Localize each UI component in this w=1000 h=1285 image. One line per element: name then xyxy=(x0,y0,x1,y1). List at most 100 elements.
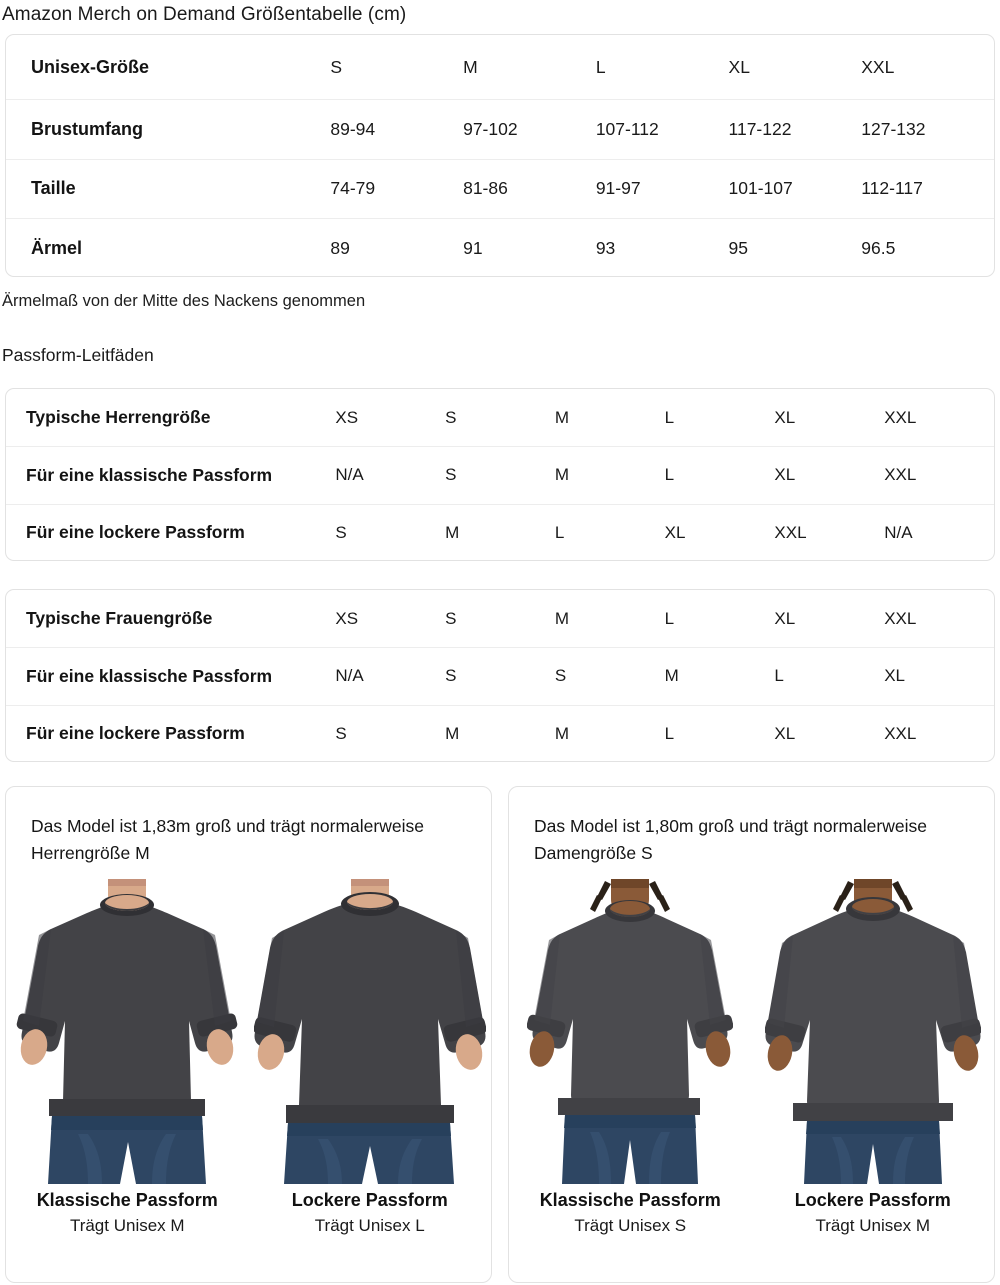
womens-fit-guide-table: Typische Frauengröße XS S M L XL XXL Für… xyxy=(5,589,995,762)
cell-womens-typical-2: S xyxy=(445,608,457,628)
cell-mens-typical-2: S xyxy=(445,407,457,427)
cell-womens-typical-6: XXL xyxy=(884,608,917,628)
mens-model-caption: Das Model ist 1,83m groß und trägt norma… xyxy=(31,816,424,863)
cell-unisex-size-xl: XL xyxy=(728,56,750,77)
cell-unisex-size-l: L xyxy=(595,56,606,77)
cell-womens-classic-5: L xyxy=(774,666,784,686)
cell-womens-classic-2: S xyxy=(445,666,457,686)
figure-slot-relaxed xyxy=(752,879,995,1184)
cell-mens-relaxed-4: XL xyxy=(664,522,686,542)
cell-womens-classic-6: XL xyxy=(884,666,905,686)
table-row: Für eine lockere Passform S M M L XL XXL xyxy=(6,704,994,761)
female-model-classic-fit-icon xyxy=(527,879,734,1184)
fit-label-relaxed-title: Lockere Passform xyxy=(291,1190,448,1210)
table-row: Unisex-Größe S M L XL XXL xyxy=(6,35,994,99)
cell-waist-xl: 101-107 xyxy=(728,178,793,199)
cell-waist-m: 81-86 xyxy=(463,178,508,199)
mens-fit-labels: Klassische Passform Trägt Unisex M Locke… xyxy=(6,1187,491,1239)
cell-mens-relaxed-3: L xyxy=(554,522,565,542)
womens-model-figures xyxy=(509,879,994,1184)
table-row: Für eine lockere Passform S M L XL XXL N… xyxy=(6,503,994,560)
cell-unisex-size-s: S xyxy=(330,56,343,77)
male-model-classic-fit-icon xyxy=(16,879,238,1184)
female-model-relaxed-fit-icon xyxy=(764,879,981,1184)
table-row: Für eine klassische Passform N/A S S M L… xyxy=(6,647,994,704)
row-header-waist: Taille xyxy=(31,178,76,199)
cell-mens-relaxed-2: M xyxy=(445,522,460,542)
cell-womens-relaxed-1: S xyxy=(335,723,347,743)
fit-label-classic-sub: Trägt Unisex S xyxy=(574,1216,687,1235)
row-header-unisex-size: Unisex-Größe xyxy=(31,56,150,77)
womens-model-caption: Das Model ist 1,80m groß und trägt norma… xyxy=(534,816,927,863)
cell-unisex-size-m: M xyxy=(463,56,478,77)
cell-womens-relaxed-5: XL xyxy=(774,723,796,743)
cell-waist-s: 74-79 xyxy=(330,178,376,199)
mens-model-card: Das Model ist 1,83m groß und trägt norma… xyxy=(5,786,492,1283)
fit-label-classic: Klassische Passform Trägt Unisex M xyxy=(6,1187,249,1239)
cell-womens-typical-3: M xyxy=(554,608,570,628)
cell-mens-typical-3: M xyxy=(554,407,570,427)
mens-fit-guide-table: Typische Herrengröße XS S M L XL XXL Für… xyxy=(5,388,995,561)
cell-sleeve-m: 91 xyxy=(463,237,483,258)
cell-mens-classic-1: N/A xyxy=(335,465,364,485)
cell-womens-relaxed-3: M xyxy=(554,723,570,743)
cell-womens-classic-4: M xyxy=(664,666,679,686)
row-header-womens-relaxed-fit: Für eine lockere Passform xyxy=(26,723,245,744)
cell-womens-relaxed-6: XXL xyxy=(884,723,917,743)
row-header-typical-womens-size: Typische Frauengröße xyxy=(26,608,213,629)
row-header-sleeve: Ärmel xyxy=(31,237,83,258)
cell-sleeve-xl: 95 xyxy=(728,237,748,258)
table-row: Taille 74-79 81-86 91-97 101-107 112-117 xyxy=(6,158,994,219)
cell-chest-xxl: 127-132 xyxy=(861,118,926,139)
cell-mens-classic-6: XXL xyxy=(884,465,917,485)
cell-mens-relaxed-1: S xyxy=(335,522,347,542)
cell-waist-l: 91-97 xyxy=(595,178,641,199)
figure-slot-classic xyxy=(509,879,752,1184)
womens-model-card: Das Model ist 1,80m groß und trägt norma… xyxy=(508,786,995,1283)
cell-womens-typical-4: L xyxy=(664,608,675,628)
cell-mens-relaxed-5: XXL xyxy=(774,522,807,542)
table-row: Für eine klassische Passform N/A S M L X… xyxy=(6,446,994,503)
row-header-womens-classic-fit: Für eine klassische Passform xyxy=(26,665,273,686)
fit-label-classic-sub: Trägt Unisex M xyxy=(69,1216,185,1235)
figure-slot-relaxed xyxy=(249,879,492,1184)
cell-chest-m: 97-102 xyxy=(463,118,518,139)
cell-chest-s: 89-94 xyxy=(330,118,376,139)
cell-mens-typical-1: XS xyxy=(335,407,359,427)
cell-unisex-size-xxl: XXL xyxy=(861,56,895,77)
cell-womens-relaxed-4: L xyxy=(664,723,675,743)
cell-mens-typical-6: XXL xyxy=(884,407,917,427)
womens-fit-labels: Klassische Passform Trägt Unisex S Locke… xyxy=(509,1187,994,1239)
fit-label-relaxed: Lockere Passform Trägt Unisex M xyxy=(752,1187,995,1239)
fit-label-classic-title: Klassische Passform xyxy=(36,1190,218,1210)
cell-mens-classic-5: XL xyxy=(774,465,796,485)
fit-label-relaxed-sub: Trägt Unisex M xyxy=(815,1216,931,1235)
cell-sleeve-xxl: 96.5 xyxy=(861,237,896,258)
fit-guides-heading: Passform-Leitfäden xyxy=(2,345,154,365)
cell-chest-l: 107-112 xyxy=(595,118,659,139)
cell-mens-classic-4: L xyxy=(664,465,675,485)
cell-womens-typical-1: XS xyxy=(335,608,359,628)
cell-waist-xxl: 112-117 xyxy=(861,178,923,199)
cell-mens-relaxed-6: N/A xyxy=(884,522,913,542)
fit-label-classic: Klassische Passform Trägt Unisex S xyxy=(509,1187,752,1239)
cell-mens-typical-5: XL xyxy=(774,407,796,427)
cell-chest-xl: 117-122 xyxy=(728,118,792,139)
fit-label-relaxed-sub: Trägt Unisex L xyxy=(314,1216,425,1235)
cell-sleeve-s: 89 xyxy=(330,237,350,258)
cell-mens-typical-4: L xyxy=(664,407,675,427)
mens-model-figures xyxy=(6,879,491,1184)
table-row: Ärmel 89 91 93 95 96.5 xyxy=(6,218,994,276)
table-row: Typische Frauengröße XS S M L XL XXL xyxy=(6,590,994,647)
cell-mens-classic-3: M xyxy=(554,465,570,485)
cell-womens-relaxed-2: M xyxy=(445,723,460,743)
row-header-mens-relaxed-fit: Für eine lockere Passform xyxy=(26,522,245,543)
male-model-relaxed-fit-icon xyxy=(253,879,486,1184)
sleeve-measurement-note: Ärmelmaß von der Mitte des Nackens genom… xyxy=(2,292,366,310)
page-title: Amazon Merch on Demand Größentabelle (cm… xyxy=(2,4,407,25)
table-row: Brustumfang 89-94 97-102 107-112 117-122… xyxy=(6,99,994,159)
size-chart-table: Unisex-Größe S M L XL XXL Brustumfang 89… xyxy=(5,34,995,277)
figure-slot-classic xyxy=(6,879,249,1184)
fit-label-classic-title: Klassische Passform xyxy=(539,1190,721,1210)
cell-sleeve-l: 93 xyxy=(595,237,616,258)
